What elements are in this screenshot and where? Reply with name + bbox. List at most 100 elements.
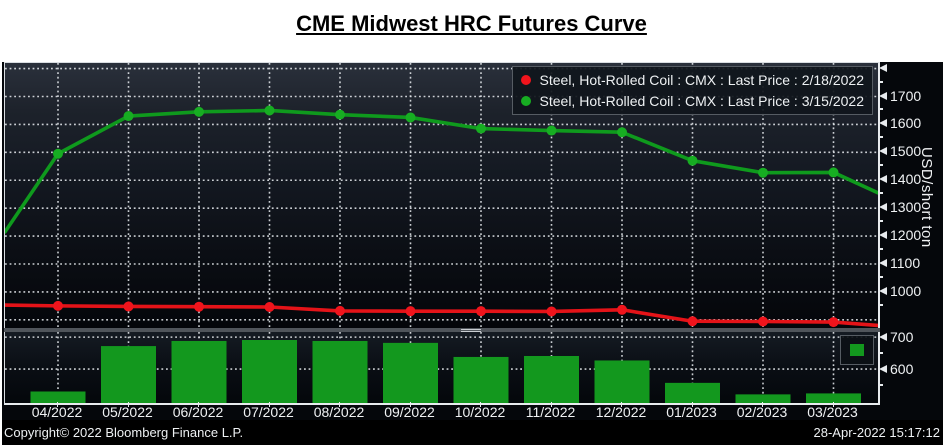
y-tick-label: 1300 xyxy=(890,199,922,216)
volume-bar xyxy=(524,355,579,403)
x-tick-label: 12/2022 xyxy=(595,404,647,420)
y-minor-tick xyxy=(879,108,883,111)
y-tick-label: 1400 xyxy=(890,171,922,188)
volume-bar xyxy=(242,339,297,403)
y-minor-tick xyxy=(879,220,883,223)
red-line-point xyxy=(194,301,204,312)
green-line-point xyxy=(758,167,768,178)
x-tick-label: 08/2022 xyxy=(313,404,365,420)
price-plot-svg xyxy=(5,63,878,328)
y-axis-title: USD/short ton xyxy=(918,147,935,248)
x-tick-mark xyxy=(621,402,622,407)
legend-box: Steel, Hot-Rolled Coil : CMX : Last Pric… xyxy=(511,66,873,115)
green-series-marker-icon xyxy=(520,95,531,106)
y-tick-arrow-icon xyxy=(879,119,887,128)
x-tick-mark xyxy=(691,402,693,407)
y-minor-tick xyxy=(879,384,883,387)
y-tick-label: 1600 xyxy=(890,115,922,132)
y-tick-label: 1700 xyxy=(890,87,922,104)
green-line-point xyxy=(546,125,557,136)
red-line-point xyxy=(335,305,345,316)
y-minor-tick xyxy=(879,275,883,278)
red-series-marker-icon xyxy=(520,74,531,85)
volume-bar xyxy=(453,356,509,403)
green-line-point xyxy=(476,123,486,134)
x-tick-label: 10/2022 xyxy=(454,404,506,420)
x-tick-mark xyxy=(409,402,411,407)
y-tick-label: 1500 xyxy=(890,143,922,160)
x-axis-labels: 04/2022 05/2022 06/2022 07/2022 08/2022 09/20… xyxy=(2,405,943,420)
legend-item-red[interactable]: Steel, Hot-Rolled Coil : CMX : Last Pric… xyxy=(520,69,864,90)
red-line-point xyxy=(758,316,768,327)
y-minor-tick xyxy=(879,352,883,355)
y-tick-label: 600 xyxy=(890,361,914,378)
x-tick-label: 01/2023 xyxy=(666,404,717,420)
x-tick-label: 05/2022 xyxy=(102,404,153,420)
red-line-point xyxy=(53,300,63,311)
legend-label-green: Steel, Hot-Rolled Coil : CMX : Last Pric… xyxy=(539,92,864,109)
green-line-point xyxy=(335,109,345,120)
y-minor-tick xyxy=(879,80,883,83)
x-tick-mark xyxy=(550,402,552,407)
y-tick-label: 1200 xyxy=(890,227,922,244)
volume-legend-box[interactable] xyxy=(840,335,874,365)
legend-item-green[interactable]: Steel, Hot-Rolled Coil : CMX : Last Pric… xyxy=(520,90,864,111)
x-tick-mark xyxy=(480,402,481,407)
volume-plot-svg xyxy=(5,332,878,403)
volume-bar xyxy=(30,391,86,403)
volume-bar xyxy=(806,393,861,403)
green-line-point xyxy=(405,112,416,123)
volume-legend-swatch-icon xyxy=(850,344,864,356)
volume-bar xyxy=(101,346,156,403)
panel-splitter-grip[interactable] xyxy=(461,328,481,332)
red-line-point xyxy=(123,301,134,312)
price-plot-area[interactable]: Steel, Hot-Rolled Coil : CMX : Last Pric… xyxy=(4,62,880,328)
x-tick-mark xyxy=(127,402,129,407)
copyright-text: Copyright© 2022 Bloomberg Finance L.P. xyxy=(4,425,244,440)
chart-widget: Steel, Hot-Rolled Coil : CMX : Last Pric… xyxy=(2,62,943,445)
x-tick-mark xyxy=(57,402,58,407)
red-line-point xyxy=(828,317,839,328)
x-tick-label: 06/2022 xyxy=(172,404,224,420)
footer-bar: Copyright© 2022 Bloomberg Finance L.P. 2… xyxy=(2,420,943,445)
volume-bar xyxy=(312,340,368,403)
y-tick-arrow-icon xyxy=(879,259,887,267)
green-line-point xyxy=(194,106,204,117)
green-line-point xyxy=(123,111,134,122)
x-tick-mark xyxy=(762,402,763,407)
x-tick-mark xyxy=(198,402,199,407)
y-tick-arrow-icon xyxy=(879,231,887,240)
volume-bar xyxy=(383,342,438,403)
y-tick-arrow-icon xyxy=(879,147,887,156)
y-tick-arrow-icon xyxy=(879,203,887,212)
y-tick-arrow-icon xyxy=(879,91,887,100)
y-minor-tick xyxy=(879,136,883,139)
red-line-point xyxy=(617,304,627,315)
green-line-point xyxy=(828,167,839,178)
y-minor-tick xyxy=(879,303,883,306)
y-tick-label: 1100 xyxy=(890,255,921,271)
volume-plot-area[interactable] xyxy=(4,332,880,405)
red-line-point xyxy=(546,306,557,317)
red-line-point xyxy=(405,306,416,317)
x-tick-label: 07/2022 xyxy=(243,404,294,420)
red-line-point xyxy=(687,316,698,327)
chart-title: CME Midwest HRC Futures Curve xyxy=(296,11,647,36)
x-tick-label: 03/2023 xyxy=(807,404,858,420)
x-tick-label: 02/2023 xyxy=(736,404,788,420)
red-line-point xyxy=(264,301,275,312)
volume-bar xyxy=(171,340,227,403)
green-line-point xyxy=(617,127,627,138)
y-minor-tick xyxy=(879,164,883,167)
red-line xyxy=(5,303,878,328)
legend-label-red: Steel, Hot-Rolled Coil : CMX : Last Pric… xyxy=(539,71,864,88)
y-minor-tick xyxy=(879,192,883,195)
volume-bar xyxy=(594,360,650,403)
y-tick-label: 1000 xyxy=(890,282,922,299)
volume-bar xyxy=(665,382,720,403)
x-tick-mark xyxy=(832,402,834,407)
x-tick-label: 04/2022 xyxy=(31,404,83,420)
y-minor-tick xyxy=(879,248,883,251)
y-axis-end-arrow-icon xyxy=(879,63,887,72)
